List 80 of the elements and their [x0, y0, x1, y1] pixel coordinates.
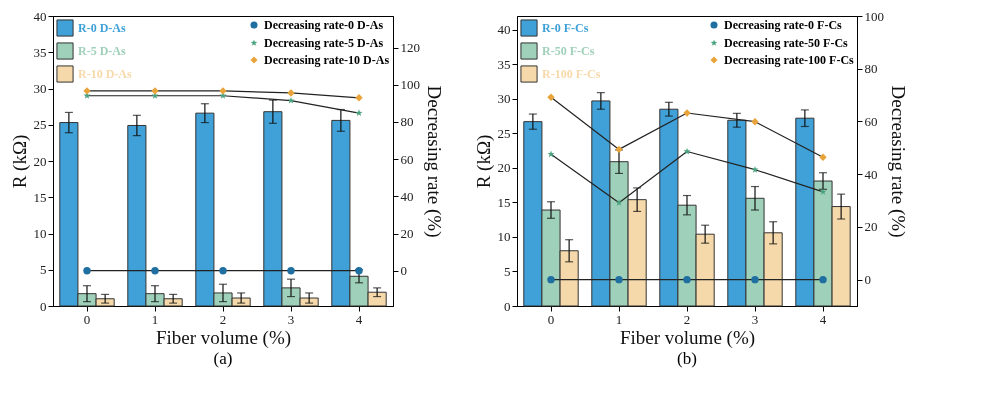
legend-label: R-5 D-As — [78, 44, 126, 58]
point — [219, 266, 227, 275]
text: (b) — [677, 349, 697, 368]
x-tick-label: 0 — [547, 311, 555, 327]
y-tick-label: 35 — [33, 44, 47, 60]
point — [547, 275, 555, 284]
y2-tick-label: 60 — [864, 113, 878, 129]
y2-tick-label: 40 — [864, 166, 878, 182]
point — [355, 266, 363, 275]
legend-label: R-0 F-Cs — [542, 21, 589, 35]
y-tick-label: 30 — [33, 81, 47, 96]
legend-label: R-10 D-As — [78, 67, 132, 81]
point — [547, 150, 555, 158]
y-tick-label: 5 — [504, 263, 511, 279]
y2-tick-label: 80 — [864, 61, 878, 77]
legend-label: Decreasing rate-50 F-Cs — [724, 36, 849, 50]
y2-axis-title: Decreasing rate (%) — [887, 85, 909, 238]
point — [355, 109, 363, 117]
y-tick-label: 10 — [33, 226, 47, 241]
x-axis-title: Fiber volume (%) — [619, 326, 756, 349]
legend-label: Decreasing rate-5 D-As — [264, 36, 384, 50]
y-tick-label: 0 — [40, 298, 47, 314]
x-tick-label: 1 — [151, 311, 159, 327]
legend-label: R-0 D-As — [78, 21, 126, 35]
y2-axis-title: Decreasing rate (%) — [423, 85, 445, 238]
legend-label: Decreasing rate-0 F-Cs — [724, 18, 843, 32]
point — [287, 266, 295, 275]
y-tick-label: 20 — [497, 160, 511, 176]
y2-tick-label: 20 — [400, 226, 414, 241]
x-tick-label: 3 — [287, 311, 295, 327]
y2-tick-label: 60 — [400, 151, 414, 167]
point — [819, 275, 827, 284]
x-axis-title: Fiber volume (%) — [155, 326, 292, 349]
y-tick-label: 35 — [497, 56, 511, 72]
legend-label: Decreasing rate-100 F-Cs — [724, 53, 855, 67]
y-tick-label: 15 — [497, 194, 511, 210]
y-tick-label: 20 — [33, 153, 47, 169]
x-tick-label: 1 — [615, 311, 623, 327]
x-tick-label: 2 — [219, 311, 227, 327]
y2-tick-label: 80 — [400, 114, 414, 130]
point — [615, 275, 623, 284]
x-tick-label: 2 — [683, 311, 691, 327]
point — [83, 266, 91, 275]
x-tick-label: 4 — [819, 311, 827, 327]
point — [751, 275, 759, 284]
y2-tick-label: 0 — [864, 272, 871, 288]
y-tick-label: 5 — [40, 262, 47, 278]
y2-tick-label: 120 — [400, 40, 420, 56]
y2-tick-label: 40 — [400, 188, 414, 204]
y-tick-label: 40 — [33, 8, 47, 24]
text: (a) — [213, 349, 233, 368]
point — [615, 198, 623, 206]
y-tick-label: 30 — [497, 91, 511, 107]
y-tick-label: 25 — [33, 117, 47, 133]
point — [683, 147, 691, 155]
legend-label: R-100 F-Cs — [542, 67, 601, 81]
legend-label: Decreasing rate-10 D-As — [264, 53, 390, 67]
y-axis-title: R (kΩ) — [8, 134, 31, 189]
point — [287, 96, 295, 104]
point — [683, 275, 691, 284]
x-tick-label: 3 — [751, 311, 759, 327]
y2-tick-label: 0 — [400, 263, 407, 279]
legend-label: R-50 F-Cs — [542, 44, 595, 58]
y-tick-label: 25 — [497, 125, 511, 141]
legend-label: Decreasing rate-0 D-As — [264, 18, 384, 32]
point — [751, 118, 759, 126]
y-tick-label: 10 — [497, 229, 511, 245]
point — [751, 165, 759, 173]
point — [151, 266, 159, 275]
y2-tick-label: 100 — [864, 8, 884, 24]
y2-tick-label: 100 — [400, 77, 420, 93]
y-tick-label: 15 — [33, 189, 47, 205]
y-axis-title: R (kΩ) — [472, 134, 495, 189]
x-tick-label: 4 — [355, 311, 363, 327]
y-tick-label: 0 — [504, 298, 511, 314]
y-tick-label: 40 — [497, 22, 511, 38]
y2-tick-label: 20 — [864, 219, 878, 235]
point — [615, 145, 623, 154]
x-tick-label: 0 — [83, 311, 91, 327]
point — [819, 153, 827, 162]
